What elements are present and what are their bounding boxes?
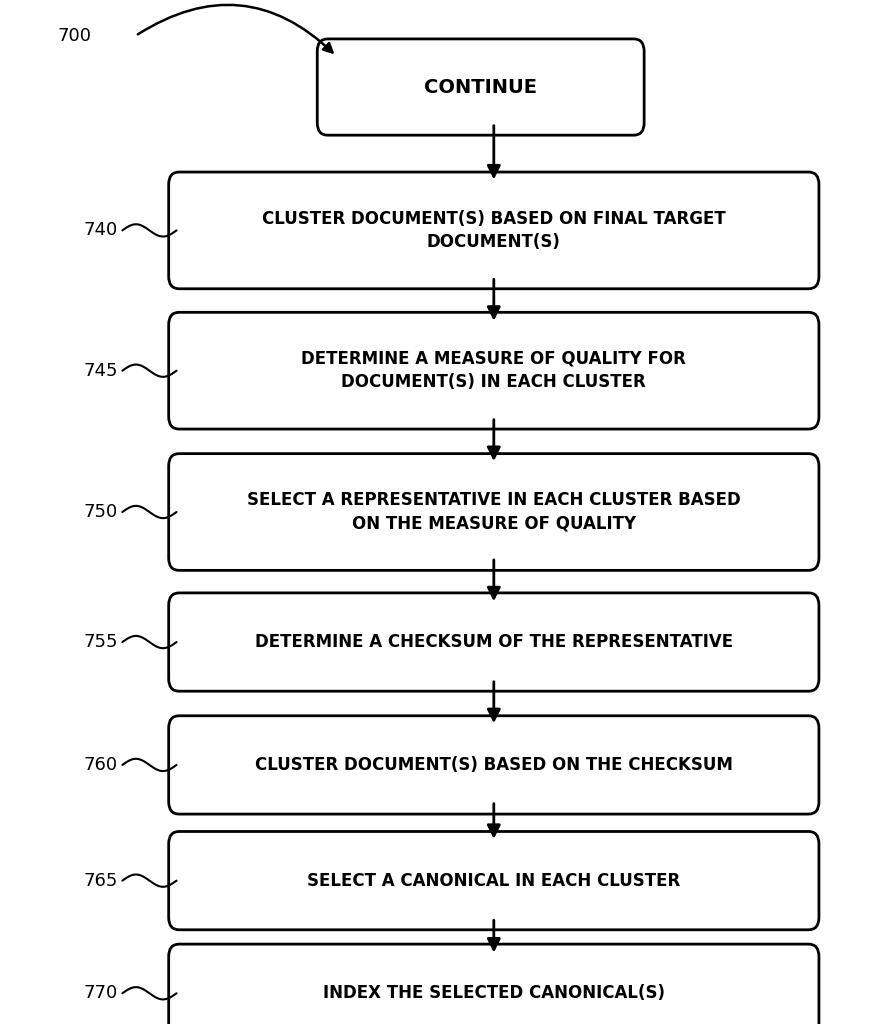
Text: 760: 760: [84, 756, 118, 774]
FancyBboxPatch shape: [169, 312, 819, 429]
Text: DETERMINE A MEASURE OF QUALITY FOR
DOCUMENT(S) IN EACH CLUSTER: DETERMINE A MEASURE OF QUALITY FOR DOCUM…: [302, 350, 686, 391]
Text: 755: 755: [84, 633, 118, 651]
Text: CONTINUE: CONTINUE: [424, 78, 538, 96]
Text: DETERMINE A CHECKSUM OF THE REPRESENTATIVE: DETERMINE A CHECKSUM OF THE REPRESENTATI…: [254, 633, 733, 651]
FancyBboxPatch shape: [169, 944, 819, 1024]
Text: 700: 700: [58, 27, 92, 45]
Text: 740: 740: [84, 221, 118, 240]
Text: 745: 745: [84, 361, 118, 380]
Text: SELECT A CANONICAL IN EACH CLUSTER: SELECT A CANONICAL IN EACH CLUSTER: [307, 871, 681, 890]
FancyBboxPatch shape: [317, 39, 644, 135]
FancyBboxPatch shape: [169, 454, 819, 570]
Text: CLUSTER DOCUMENT(S) BASED ON THE CHECKSUM: CLUSTER DOCUMENT(S) BASED ON THE CHECKSU…: [255, 756, 732, 774]
Text: 750: 750: [84, 503, 118, 521]
FancyBboxPatch shape: [169, 831, 819, 930]
FancyBboxPatch shape: [169, 716, 819, 814]
Text: 770: 770: [84, 984, 118, 1002]
Text: CLUSTER DOCUMENT(S) BASED ON FINAL TARGET
DOCUMENT(S): CLUSTER DOCUMENT(S) BASED ON FINAL TARGE…: [262, 210, 725, 251]
FancyBboxPatch shape: [169, 593, 819, 691]
Text: SELECT A REPRESENTATIVE IN EACH CLUSTER BASED
ON THE MEASURE OF QUALITY: SELECT A REPRESENTATIVE IN EACH CLUSTER …: [247, 492, 740, 532]
Text: 765: 765: [84, 871, 118, 890]
Text: INDEX THE SELECTED CANONICAL(S): INDEX THE SELECTED CANONICAL(S): [323, 984, 665, 1002]
FancyBboxPatch shape: [169, 172, 819, 289]
